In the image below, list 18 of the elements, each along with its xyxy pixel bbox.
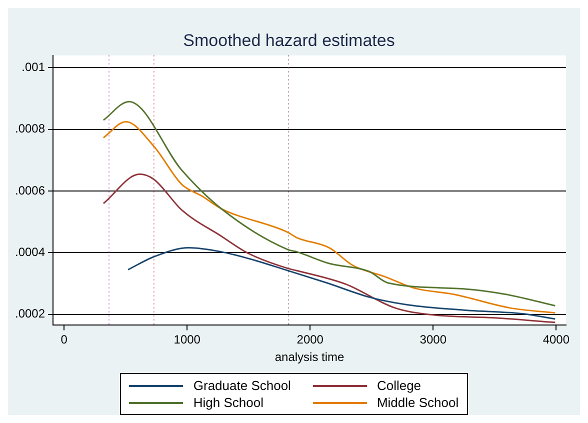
y-tick-label: .0006 xyxy=(15,183,46,198)
legend-label: High School xyxy=(193,395,264,410)
x-tick-label: 1000 xyxy=(174,332,201,347)
x-tick-label: 0 xyxy=(60,332,68,347)
legend-label: Middle School xyxy=(376,395,459,410)
line-series xyxy=(102,173,556,324)
x-axis-title: analysis time xyxy=(274,350,345,364)
legend-label: Graduate School xyxy=(193,378,291,393)
legend-label: College xyxy=(376,378,422,393)
x-tick-label: 2000 xyxy=(296,332,324,347)
line-series xyxy=(127,247,556,320)
x-tick-label: 4000 xyxy=(542,332,570,347)
y-tick-label: .001 xyxy=(22,60,46,74)
x-tick-label: 3000 xyxy=(420,332,447,347)
chart-title: Smoothed hazard estimates xyxy=(183,30,395,50)
y-tick-label: .0004 xyxy=(15,245,46,260)
y-tick-label: .0008 xyxy=(15,122,46,136)
y-tick-label: .0002 xyxy=(15,306,46,321)
